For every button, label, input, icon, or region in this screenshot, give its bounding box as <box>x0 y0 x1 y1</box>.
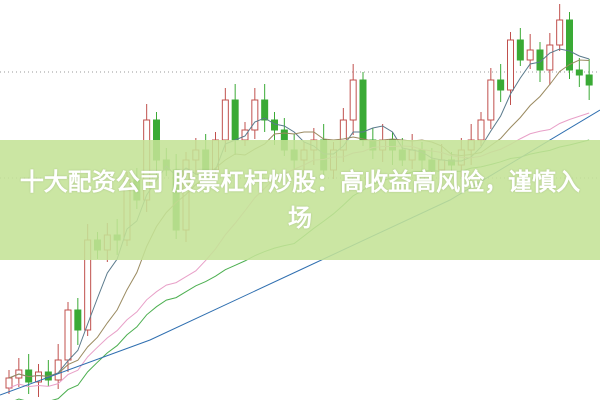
up-candle <box>64 309 72 361</box>
down-candle <box>497 79 505 91</box>
down-candle <box>575 69 583 76</box>
down-candle <box>74 309 82 331</box>
up-candle <box>487 79 495 121</box>
up-candle <box>221 99 229 141</box>
down-candle <box>261 99 269 121</box>
up-candle <box>526 49 534 61</box>
up-candle <box>54 359 62 381</box>
up-candle <box>35 371 42 383</box>
up-candle <box>5 377 13 389</box>
down-candle <box>585 74 593 86</box>
down-candle <box>516 39 524 61</box>
up-candle <box>556 19 564 46</box>
up-candle <box>546 44 554 71</box>
headline: 十大配资公司 股票杠杆炒股：高收益高风险，谨慎入场 <box>19 168 581 232</box>
down-candle <box>271 119 278 131</box>
down-candle <box>231 99 239 141</box>
up-candle <box>349 79 357 121</box>
title-banner: 十大配资公司 股票杠杆炒股：高收益高风险，谨慎入场 <box>0 140 600 260</box>
down-candle <box>566 19 573 71</box>
up-candle <box>251 99 259 131</box>
up-candle <box>507 39 514 91</box>
ma-line-short <box>8 48 590 379</box>
up-candle <box>241 129 249 141</box>
down-candle <box>536 49 544 71</box>
up-candle <box>477 119 485 141</box>
